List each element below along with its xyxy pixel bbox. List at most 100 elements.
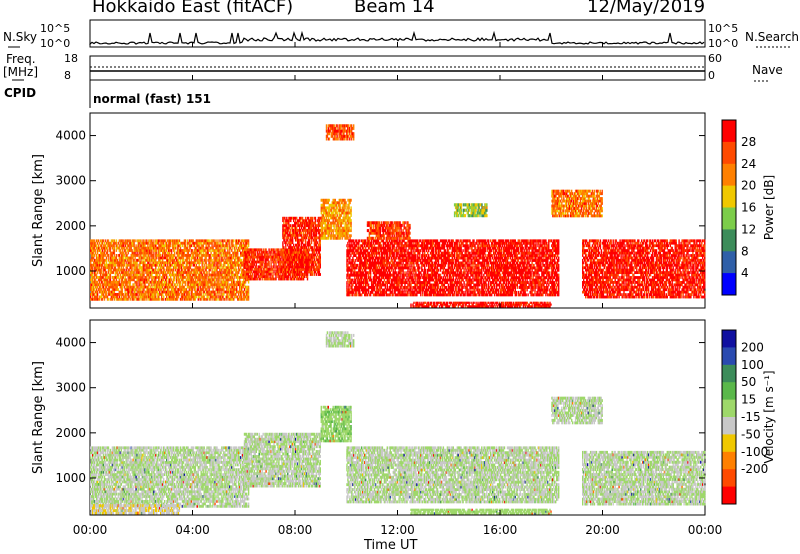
data-cell [213, 286, 214, 289]
data-cell [320, 273, 321, 276]
data-cell [100, 286, 101, 289]
data-cell [220, 242, 221, 245]
data-cell [185, 239, 186, 242]
data-cell [174, 276, 175, 279]
data-cell [214, 278, 215, 281]
data-cell [114, 247, 115, 250]
data-cell [274, 251, 275, 254]
data-cell [114, 298, 115, 301]
data-cell [307, 234, 308, 237]
data-cell [346, 234, 347, 237]
data-cell [96, 288, 97, 291]
data-cell [273, 263, 274, 266]
data-cell [115, 274, 116, 277]
data-cell [110, 276, 111, 279]
data-cell [287, 244, 288, 247]
data-cell [298, 268, 299, 271]
data-cell [315, 219, 316, 222]
data-cell [329, 232, 330, 235]
data-cell [103, 293, 104, 296]
data-cell [347, 214, 348, 217]
data-cell [102, 242, 103, 245]
data-cell [246, 270, 247, 273]
data-cell [131, 269, 132, 272]
data-cell [191, 259, 192, 262]
data-cell [196, 274, 197, 277]
data-cell [165, 252, 166, 255]
data-cell [153, 252, 154, 255]
data-cell [331, 232, 332, 235]
data-cell [163, 298, 164, 301]
data-cell [171, 278, 172, 281]
data-cell [97, 286, 98, 289]
data-cell [117, 244, 118, 247]
data-cell [116, 239, 117, 242]
data-cell [137, 286, 138, 289]
data-cell [195, 257, 196, 260]
data-cell [292, 239, 293, 242]
data-cell [227, 244, 228, 247]
data-cell [241, 242, 242, 245]
data-cell [106, 271, 107, 274]
data-cell [328, 201, 329, 204]
data-cell [312, 219, 313, 222]
data-cell [128, 271, 129, 274]
data-cell [340, 217, 341, 220]
data-cell [190, 254, 191, 257]
data-cell [336, 209, 337, 212]
data-cell [238, 261, 239, 264]
data-cell [335, 199, 336, 202]
data-cell [223, 286, 224, 289]
data-cell [233, 257, 234, 260]
data-cell [301, 227, 302, 230]
data-cell [195, 261, 196, 264]
data-cell [97, 271, 98, 274]
data-cell [125, 276, 126, 279]
data-cell [164, 269, 165, 272]
data-cell [285, 254, 286, 257]
data-cell [233, 298, 234, 301]
data-cell [283, 246, 284, 249]
data-cell [245, 281, 246, 284]
data-cell [197, 291, 198, 294]
data-cell [119, 296, 120, 299]
data-cell [114, 254, 115, 257]
data-cell [102, 264, 103, 267]
data-cell [148, 254, 149, 257]
data-cell [149, 257, 150, 260]
data-cell [299, 241, 300, 244]
data-cell [265, 261, 266, 264]
data-cell [350, 199, 351, 202]
data-cell [140, 288, 141, 291]
data-cell [345, 222, 346, 225]
data-cell [118, 274, 119, 277]
data-cell [201, 252, 202, 255]
data-cell [337, 214, 338, 217]
data-cell [237, 254, 238, 257]
data-cell [221, 291, 222, 294]
data-cell [156, 252, 157, 255]
data-cell [220, 252, 221, 255]
data-cell [239, 269, 240, 272]
data-cell [204, 264, 205, 267]
data-cell [203, 261, 204, 264]
data-cell [248, 281, 249, 284]
data-cell [322, 229, 323, 232]
data-cell [237, 296, 238, 299]
data-cell [151, 283, 152, 286]
data-cell [329, 219, 330, 222]
data-cell [262, 253, 263, 256]
data-cell [278, 248, 279, 251]
data-cell [315, 222, 316, 225]
data-cell [314, 256, 315, 259]
data-cell [328, 237, 329, 240]
data-cell [198, 288, 199, 291]
data-cell [144, 244, 145, 247]
data-cell [314, 258, 315, 261]
data-cell [270, 265, 271, 268]
data-cell [198, 298, 199, 301]
data-cell [135, 244, 136, 247]
data-cell [185, 244, 186, 247]
data-cell [269, 275, 270, 278]
data-cell [179, 278, 180, 281]
